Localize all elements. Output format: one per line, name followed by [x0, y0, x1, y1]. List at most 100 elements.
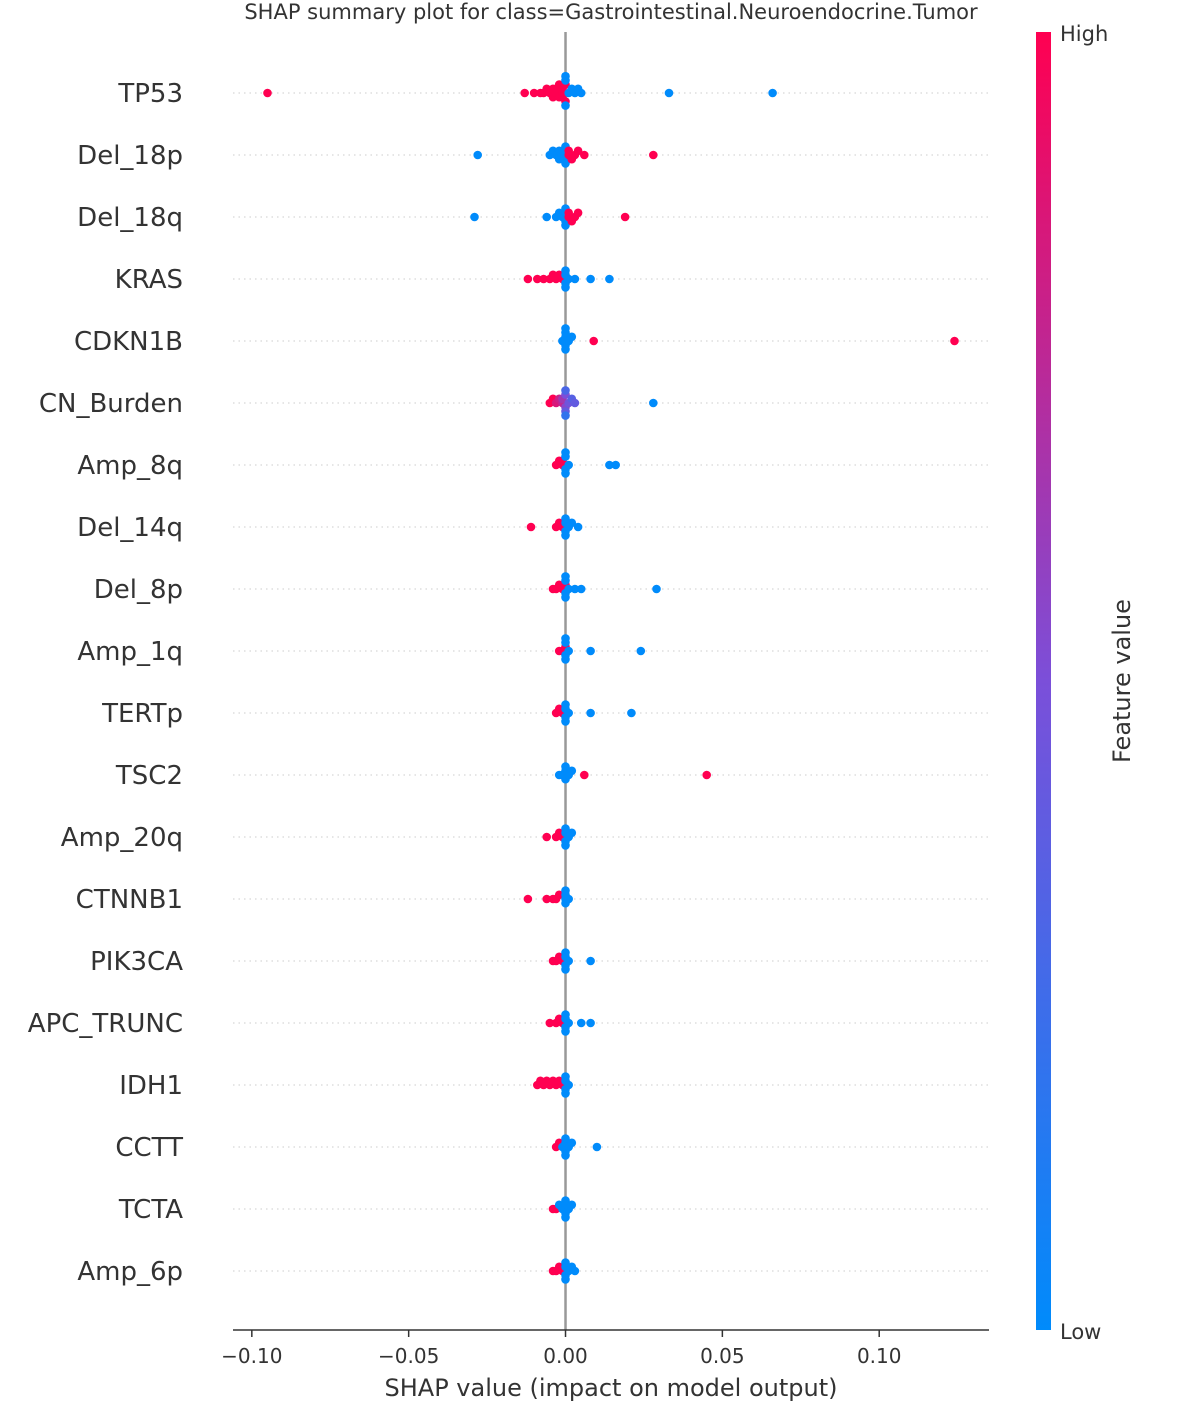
shap-point-amp_20q — [542, 832, 551, 842]
feature-label-del_18q: Del_18q — [77, 203, 183, 233]
shap-point-del_18p — [561, 159, 570, 168]
feature-label-ctnnb1: CTNNB1 — [76, 885, 183, 915]
feature-label-kras: KRAS — [115, 265, 183, 295]
shap-point-amp_20q — [567, 828, 577, 838]
shap-point-del_8p — [576, 584, 586, 594]
shap-point-tsc2 — [567, 766, 577, 776]
feature-label-cdkn1b: CDKN1B — [74, 327, 183, 357]
feature-label-tp53: TP53 — [117, 79, 183, 109]
shap-point-del_18q — [620, 212, 630, 222]
shap-point-kras — [561, 266, 570, 275]
shap-point-amp_1q — [564, 646, 573, 656]
shap-point-cdkn1b — [589, 336, 598, 346]
shap-point-kras — [523, 274, 533, 284]
shap-point-del_18q — [561, 221, 570, 230]
x-axis-label: SHAP value (impact on model output) — [385, 1374, 838, 1402]
feature-label-pik3ca: PIK3CA — [90, 947, 183, 977]
shap-point-amp_8q — [561, 469, 570, 478]
feature-label-amp_6p: Amp_6p — [77, 1257, 183, 1287]
shap-point-del_18p — [580, 150, 589, 160]
shap-point-tp53 — [529, 88, 539, 98]
shap-point-del_14q — [573, 522, 583, 532]
shap-point-del_18q — [564, 208, 573, 218]
colorbar-low-label: Low — [1060, 1320, 1101, 1344]
shap-point-tsc2 — [580, 770, 589, 780]
x-tick-label: 0.00 — [543, 1344, 588, 1368]
shap-point-ctnnb1 — [564, 894, 573, 904]
shap-point-apc_trunc — [561, 1010, 570, 1019]
shap-point-cdkn1b — [567, 332, 577, 342]
shap-point-del_8p — [570, 584, 580, 594]
shap-point-cn_burden — [561, 386, 570, 395]
shap-point-tp53 — [664, 88, 674, 98]
shap-point-amp_6p — [561, 1275, 570, 1284]
shap-point-tp53 — [263, 88, 272, 98]
x-tick-label: 0.05 — [700, 1344, 745, 1368]
shap-point-amp_6p — [561, 1258, 570, 1267]
shap-point-del_14q — [561, 514, 570, 523]
feature-label-tcta: TCTA — [118, 1195, 183, 1225]
shap-point-cn_burden — [649, 398, 658, 408]
shap-point-del_18p — [649, 150, 658, 160]
shap-point-del_14q — [526, 522, 536, 532]
shap-point-amp_20q — [561, 824, 570, 833]
shap-point-apc_trunc — [564, 1018, 573, 1028]
shap-point-tcta — [561, 1213, 570, 1222]
shap-point-del_8p — [564, 584, 573, 594]
shap-point-tsc2 — [702, 770, 711, 780]
shap-point-cdkn1b — [561, 345, 570, 354]
shap-point-tertp — [561, 700, 570, 709]
feature-label-del_18p: Del_18p — [77, 141, 183, 171]
shap-point-tertp — [627, 708, 636, 718]
feature-label-cn_burden: CN_Burden — [39, 389, 183, 419]
shap-point-del_8p — [561, 593, 570, 602]
x-tick-label: 0.10 — [857, 1344, 902, 1368]
shap-point-tcta — [567, 1200, 577, 1210]
shap-point-pik3ca — [564, 956, 573, 966]
shap-point-del_14q — [567, 518, 577, 528]
shap-point-del_18p — [573, 146, 583, 156]
shap-point-amp_20q — [561, 841, 570, 850]
points-layer — [263, 71, 959, 1284]
shap-point-amp_1q — [636, 646, 646, 656]
shap-point-cdkn1b — [950, 336, 959, 346]
shap-point-amp_1q — [561, 634, 570, 643]
shap-point-del_18q — [573, 208, 583, 218]
shap-point-del_18q — [470, 212, 479, 222]
chart-title: SHAP summary plot for class=Gastrointest… — [244, 0, 978, 24]
shap-point-amp_8q — [605, 460, 614, 470]
shap-point-apc_trunc — [586, 1018, 595, 1028]
feature-label-amp_20q: Amp_20q — [61, 823, 183, 853]
shap-point-kras — [533, 274, 542, 284]
shap-point-ctnnb1 — [554, 890, 564, 900]
shap-point-tp53 — [520, 88, 529, 98]
feature-labels: TP53 Del_18p Del_18q KRAS CDKN1B CN_Burden Amp… — [28, 79, 183, 1287]
shap-point-cctt — [561, 1134, 570, 1143]
shap-point-idh1 — [564, 1080, 573, 1090]
shap-point-pik3ca — [561, 948, 570, 957]
feature-label-amp_1q: Amp_1q — [77, 637, 183, 667]
shap-point-ctnnb1 — [523, 894, 533, 904]
shap-point-del_18q — [542, 212, 551, 222]
shap-point-cn_burden — [561, 411, 570, 420]
shap-point-kras — [570, 274, 580, 284]
shap-point-ctnnb1 — [542, 894, 551, 904]
feature-label-tsc2: TSC2 — [115, 761, 183, 791]
x-tick-label: −0.05 — [378, 1344, 439, 1368]
shap-point-tcta — [561, 1196, 570, 1205]
shap-point-del_8p — [561, 572, 570, 581]
shap-point-amp_8q — [561, 448, 570, 457]
feature-label-apc_trunc: APC_TRUNC — [28, 1009, 183, 1039]
shap-point-kras — [561, 283, 570, 292]
shap-point-cn_burden — [570, 398, 580, 408]
shap-point-cctt — [592, 1142, 602, 1152]
shap-point-idh1 — [561, 1089, 570, 1098]
shap-point-apc_trunc — [576, 1018, 586, 1028]
colorbar — [1036, 32, 1051, 1330]
shap-point-kras — [586, 274, 595, 284]
shap-point-tp53 — [561, 71, 570, 81]
x-ticks: −0.10 −0.05 0.00 0.05 0.10 — [221, 1330, 901, 1368]
shap-point-del_18p — [564, 146, 573, 156]
shap-point-pik3ca — [586, 956, 595, 966]
